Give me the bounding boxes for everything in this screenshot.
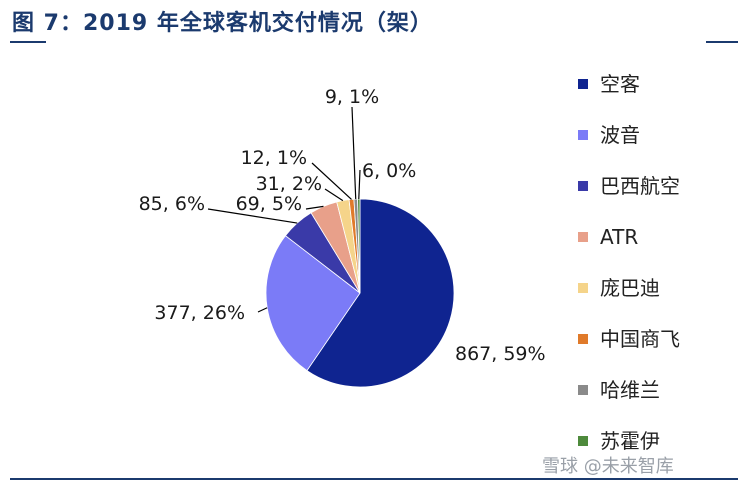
legend-swatch [578,232,588,242]
data-label-3: 69, 5% [236,193,302,215]
data-label-4: 31, 2% [256,173,322,195]
legend-swatch [578,385,588,395]
data-label-1: 377, 26% [154,302,245,324]
leader-line-7 [358,169,361,200]
legend-swatch [578,181,588,191]
pie-slice-0 [306,198,455,388]
watermark: 雪球 @未来智库 [542,456,674,477]
leader-lines [207,106,361,313]
title-rule-left [10,41,46,43]
legend-label: 苏霍伊 [600,429,660,453]
legend-swatch [578,334,588,344]
data-label-5: 12, 1% [241,147,307,169]
legend-label: 空客 [600,72,640,96]
pie-slice-1 [265,235,361,372]
leader-line-6 [351,106,357,200]
leader-line-4 [324,188,344,202]
data-label-0: 867, 59% [455,343,546,365]
data-label-6: 9, 1% [325,86,379,108]
leader-line-1 [257,307,268,313]
data-label-7: 6, 0% [362,160,416,182]
leader-line-3 [305,205,324,210]
legend-label: ATR [600,225,639,249]
legend-swatch [578,79,588,89]
leader-line-5 [311,162,352,200]
data-label-2: 85, 6% [139,193,205,215]
pie-slices [265,198,455,388]
legend-label: 巴西航空 [600,174,680,198]
data-labels: 867, 59% 377, 26% 85, 6% 69, 5%31, 2% 12, 1%… [139,86,546,365]
legend-label: 庞巴迪 [600,276,660,300]
bottom-rule [10,478,738,480]
leader-line-2 [207,208,298,224]
chart-title: 图 7：2019 年全球客机交付情况（架） [12,11,433,36]
legend-label: 中国商飞 [600,327,680,351]
legend-swatch [578,130,588,140]
legend-swatch [578,283,588,293]
legend-label: 哈维兰 [600,378,660,402]
legend-label: 波音 [600,123,640,147]
title-rule-right [706,41,738,43]
legend-swatch [578,436,588,446]
pie-slice-7 [357,198,361,294]
